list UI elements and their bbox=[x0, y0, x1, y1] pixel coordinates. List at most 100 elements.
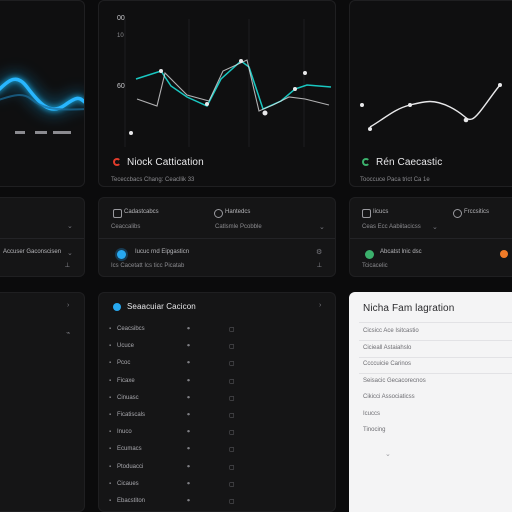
menu-item[interactable]: Cicieall Astaiahslo bbox=[363, 344, 412, 351]
menu-item[interactable]: Cikicci Associaticss bbox=[363, 394, 415, 400]
chart-subtitle: Tooccuce Paca trict Ca 1e bbox=[360, 177, 430, 183]
pin-icon[interactable]: ⦁ bbox=[187, 394, 191, 401]
tab-cadastcabcs[interactable]: Cadastcabcs bbox=[124, 209, 159, 215]
calendar-icon[interactable] bbox=[113, 209, 122, 218]
checkbox-icon[interactable]: ▢ bbox=[229, 430, 235, 437]
menu-item[interactable]: Seisacic Gecacorecnos bbox=[363, 377, 426, 384]
chevron-down-icon[interactable]: ⌄ bbox=[319, 224, 325, 231]
y-tick-label: 10 bbox=[117, 33, 124, 39]
data-point[interactable] bbox=[293, 87, 297, 91]
settings-icon[interactable]: ⚙ bbox=[316, 249, 323, 256]
list-item[interactable]: ▪ Ceacsibcs ⦁ ▢ bbox=[99, 323, 335, 339]
data-point[interactable] bbox=[129, 131, 133, 135]
data-point[interactable] bbox=[239, 59, 243, 63]
menu-item[interactable]: Ccccuicie Carinos bbox=[363, 361, 412, 367]
checkbox-icon[interactable]: ▢ bbox=[229, 344, 235, 351]
list-item[interactable]: ▪ Ficatiscals ⦁ ▢ bbox=[99, 409, 335, 425]
list-item[interactable]: ▪ Cinuasc ⦁ ▢ bbox=[99, 392, 335, 408]
chevron-down-icon[interactable]: ⌄ bbox=[432, 224, 438, 231]
alert-badge-icon[interactable] bbox=[500, 250, 508, 258]
center-line-chart bbox=[124, 19, 332, 147]
chevron-right-icon[interactable]: › bbox=[319, 302, 322, 309]
data-point[interactable] bbox=[498, 83, 502, 87]
tab-iicucs[interactable]: Iicucs bbox=[373, 209, 389, 215]
divider bbox=[99, 238, 335, 239]
checkbox-icon[interactable]: ▢ bbox=[229, 447, 235, 454]
data-point[interactable] bbox=[159, 69, 163, 73]
status-icon bbox=[362, 158, 370, 166]
list-item[interactable]: ▪ Ebacstiton ⦁ ▢ bbox=[99, 495, 335, 511]
data-point[interactable] bbox=[303, 71, 307, 75]
menu-item[interactable]: Tinocing bbox=[363, 427, 386, 433]
data-point[interactable] bbox=[262, 110, 268, 116]
pin-icon[interactable]: ⦁ bbox=[187, 429, 191, 436]
checkbox-icon[interactable]: ▢ bbox=[229, 378, 235, 385]
list-item[interactable]: ▪ Ficaxe ⦁ ▢ bbox=[99, 375, 335, 391]
pin-icon[interactable]: ⦁ bbox=[187, 412, 191, 418]
right-column: Rén Caecastic Tooccuce Paca trict Ca 1e … bbox=[349, 0, 512, 512]
bullet-icon: ▪ bbox=[109, 480, 112, 487]
data-point[interactable] bbox=[360, 103, 364, 107]
pin-icon[interactable]: ⟂ bbox=[65, 262, 70, 269]
chevron-down-icon[interactable]: ⌄ bbox=[67, 223, 73, 230]
right-line-chart bbox=[360, 83, 502, 131]
checkbox-icon[interactable]: ▢ bbox=[229, 481, 235, 488]
item-title: Iucuc rnd Eipgasticn bbox=[135, 249, 190, 255]
pin-icon[interactable]: ⦁ bbox=[187, 360, 191, 367]
list-title: Seaacuiar Cacicon bbox=[127, 302, 196, 311]
tab-frccsitics[interactable]: Frccsitics bbox=[464, 209, 489, 215]
checkbox-icon[interactable]: ▢ bbox=[229, 395, 235, 402]
pin-icon[interactable]: ⦁ bbox=[187, 463, 191, 470]
bullet-icon: ▪ bbox=[109, 360, 112, 367]
chart-title: Rén Caecastic bbox=[376, 157, 443, 168]
chevron-down-icon[interactable]: ⌄ bbox=[385, 451, 391, 458]
bullet-icon: ▪ bbox=[109, 429, 112, 436]
chevron-down-icon[interactable]: ⌄ bbox=[67, 250, 73, 257]
checkbox-icon[interactable]: ▢ bbox=[229, 361, 235, 368]
checkbox-icon[interactable]: ▢ bbox=[229, 327, 235, 333]
tab1-subtitle: Ceaccalibs bbox=[111, 224, 141, 230]
clock-icon[interactable] bbox=[214, 209, 223, 218]
checkbox-icon[interactable]: ▢ bbox=[229, 499, 235, 505]
list-item[interactable]: ▪ Pcoc ⦁ ▢ bbox=[99, 357, 335, 373]
pin-icon[interactable]: ⦁ bbox=[187, 446, 191, 453]
pin-icon[interactable]: ⌁ bbox=[66, 330, 71, 337]
pin-icon[interactable]: ⟂ bbox=[317, 262, 322, 269]
pin-icon[interactable]: ⦁ bbox=[187, 480, 191, 487]
pin-icon[interactable]: ⦁ bbox=[187, 326, 191, 332]
checkbox-icon[interactable]: ▢ bbox=[229, 464, 235, 471]
checkbox-icon[interactable]: ▢ bbox=[229, 413, 235, 419]
list-item[interactable]: ▪ Inuco ⦁ ▢ bbox=[99, 426, 335, 442]
list-item[interactable]: ▪ Ecumacs ⦁ ▢ bbox=[99, 443, 335, 459]
chart-title: Niock Cattication bbox=[127, 157, 204, 168]
list-item[interactable]: ▪ Ucuce ⦁ ▢ bbox=[99, 340, 335, 356]
right-control-card: Iicucs Frccsitics Ceas Ecc Aabiitacicss … bbox=[349, 197, 512, 277]
data-point[interactable] bbox=[205, 102, 209, 106]
pin-icon[interactable]: ⦁ bbox=[187, 498, 191, 504]
list-item-label: Cinuasc bbox=[117, 394, 139, 401]
menu-item[interactable]: Icuccs bbox=[363, 410, 381, 417]
tab-hantedcs[interactable]: Hantedcs bbox=[225, 209, 251, 215]
calendar-icon[interactable] bbox=[362, 209, 371, 218]
data-point[interactable] bbox=[408, 103, 412, 107]
bullet-icon: ▪ bbox=[109, 377, 112, 384]
list-item-label: Inuco bbox=[117, 429, 132, 436]
right-chart-card: Rén Caecastic Tooccuce Paca trict Ca 1e bbox=[349, 0, 512, 187]
left-chart-card bbox=[0, 0, 85, 187]
list-item-label: Ebacstiton bbox=[117, 498, 146, 504]
bullet-icon: ▪ bbox=[109, 412, 112, 418]
data-point[interactable] bbox=[368, 127, 372, 131]
left-column: ⌄ Accuser Gaconscisen ⌄ ⟂ › ⌁ bbox=[0, 0, 85, 512]
bullet-icon: ▪ bbox=[109, 394, 112, 401]
axis-label-left-1 bbox=[15, 131, 25, 134]
menu-item[interactable]: Cicsicc Ace Isitcastio bbox=[363, 328, 419, 334]
clock-icon[interactable] bbox=[453, 209, 462, 218]
pin-icon[interactable]: ⦁ bbox=[187, 377, 191, 384]
y-tick-label: 00 bbox=[117, 15, 125, 22]
item-subtitle: Ics Cacetatt Ics ticc Picatab bbox=[111, 263, 185, 269]
list-item[interactable]: ▪ Cicaues ⦁ ▢ bbox=[99, 478, 335, 494]
chevron-right-icon[interactable]: › bbox=[67, 302, 70, 309]
list-item[interactable]: ▪ Ptoduacci ⦁ ▢ bbox=[99, 461, 335, 477]
data-point[interactable] bbox=[463, 117, 469, 123]
pin-icon[interactable]: ⦁ bbox=[187, 343, 191, 350]
